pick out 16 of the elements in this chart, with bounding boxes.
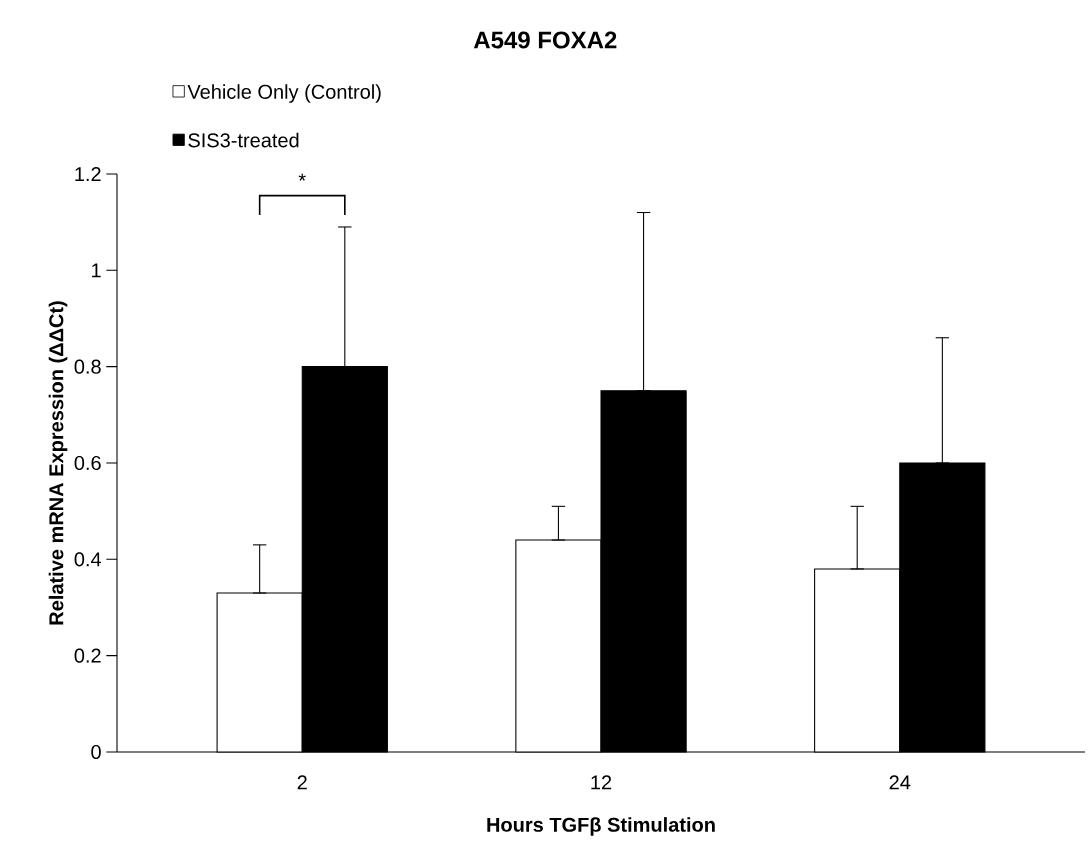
y-tick-label: 0.8 xyxy=(74,359,101,374)
x-tick-label: 12 xyxy=(591,775,612,790)
y-axis-title: Relative mRNA Expression (ΔΔCt) xyxy=(48,301,68,625)
x-tick-label: 24 xyxy=(889,775,911,790)
y-tick-label: 0 xyxy=(91,744,101,760)
y-tick-label: 0.6 xyxy=(74,455,101,471)
y-tick-label: 0.4 xyxy=(74,552,102,567)
legend-label: SIS3-treated xyxy=(188,132,299,148)
chart-title: A549 FOXA2 xyxy=(473,31,617,49)
y-tick-label: 1.2 xyxy=(75,167,101,181)
x-axis-title: Hours TGFβ Stimulation xyxy=(487,817,715,836)
annotation: * xyxy=(298,173,306,181)
legend-label: Vehicle Only (Control) xyxy=(187,84,381,103)
x-tick-label: 2 xyxy=(297,775,307,790)
y-tick-label: 1 xyxy=(92,263,101,278)
y-tick-label: 0.2 xyxy=(74,648,101,663)
